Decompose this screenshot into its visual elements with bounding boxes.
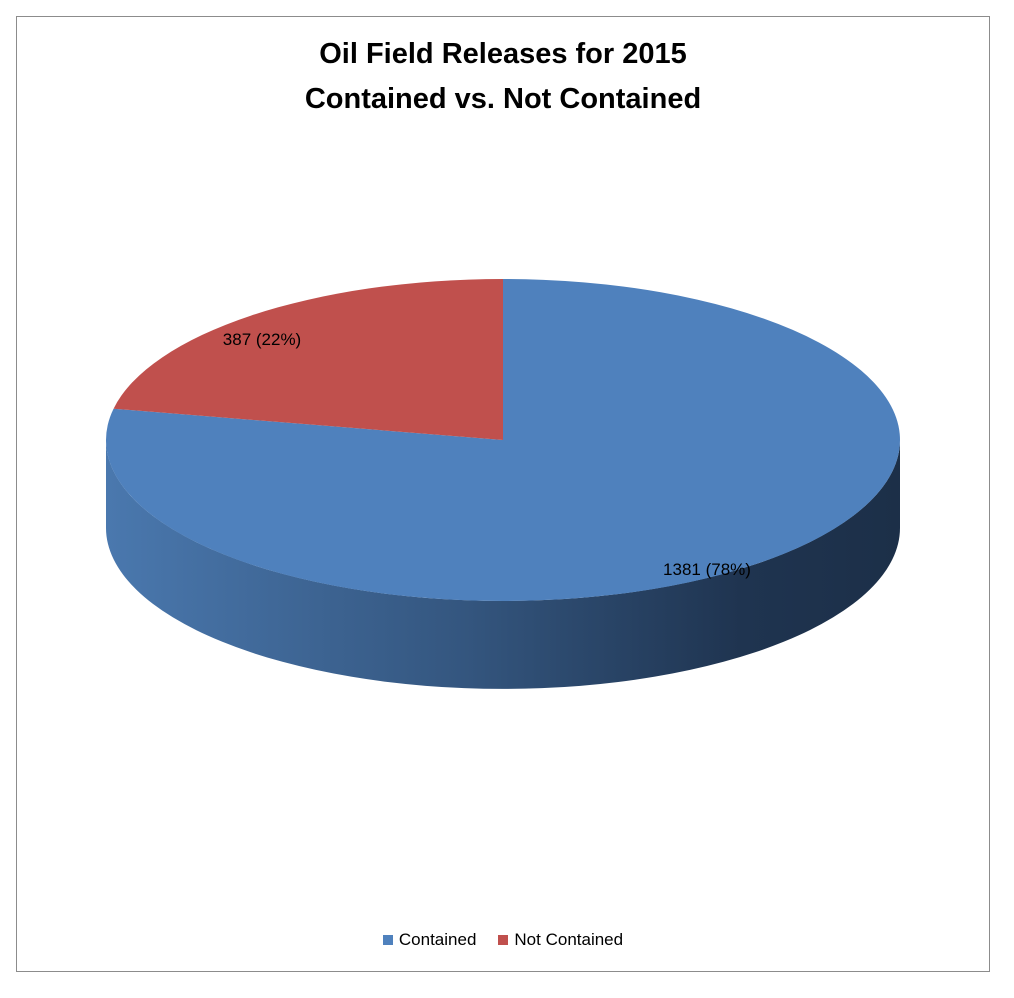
legend-label-contained: Contained bbox=[398, 930, 477, 949]
data-label-not-contained: 387 (22%) bbox=[223, 330, 301, 349]
pie-side-contained bbox=[106, 440, 900, 689]
pie-plot: 1381 (78%) 387 (22%) bbox=[106, 279, 901, 689]
legend-swatch-not-contained bbox=[498, 935, 509, 945]
chart-title-line-2: Contained vs. Not Contained bbox=[304, 83, 702, 115]
data-label-contained: 1381 (78%) bbox=[663, 560, 751, 579]
legend-label-not-contained: Not Contained bbox=[514, 930, 624, 949]
legend-item-contained: Contained bbox=[382, 930, 477, 950]
pie-slice-not-contained bbox=[113, 279, 503, 440]
chart-title-line-1: Oil Field Releases for 2015 bbox=[319, 38, 687, 70]
pie-slice-contained bbox=[106, 279, 901, 601]
legend-swatch-contained bbox=[382, 935, 393, 945]
chart-area: Oil Field Releases for 2015 Contained vs… bbox=[16, 16, 990, 972]
legend: Contained Not Contained bbox=[17, 930, 989, 950]
legend-item-not-contained: Not Contained bbox=[498, 930, 623, 950]
